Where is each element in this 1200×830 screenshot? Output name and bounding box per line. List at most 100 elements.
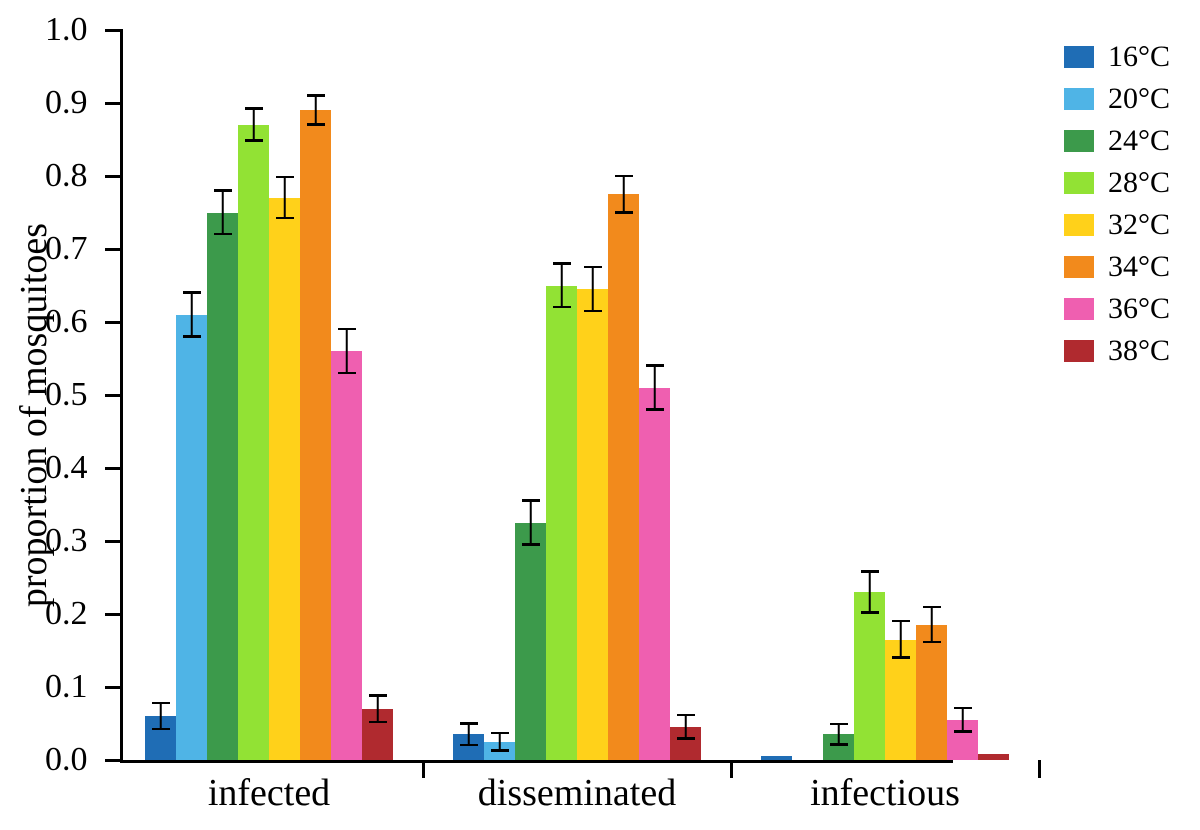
error-cap xyxy=(584,266,602,269)
bar xyxy=(300,110,331,760)
bar xyxy=(639,388,670,760)
error-cap xyxy=(491,749,509,752)
error-cap xyxy=(338,372,356,375)
y-tick-label: 0.0 xyxy=(45,741,111,779)
error-bar xyxy=(930,607,933,642)
error-cap xyxy=(646,408,664,411)
bar xyxy=(916,625,947,760)
y-tick-label: 0.1 xyxy=(45,668,111,706)
error-bar xyxy=(314,96,317,125)
error-bar xyxy=(159,703,162,729)
error-bar xyxy=(837,724,840,744)
y-tick-label: 0.4 xyxy=(45,449,111,487)
bar xyxy=(207,213,238,761)
error-bar xyxy=(221,191,224,235)
legend-label: 16°C xyxy=(1108,40,1170,74)
legend-swatch xyxy=(1064,88,1094,110)
bar xyxy=(546,286,577,761)
legend-label: 32°C xyxy=(1108,208,1170,242)
error-cap xyxy=(152,702,170,705)
error-cap xyxy=(460,722,478,725)
y-tick-label: 0.6 xyxy=(45,303,111,341)
x-category-label: infected xyxy=(208,771,330,815)
x-category-label: disseminated xyxy=(478,771,676,815)
legend-swatch xyxy=(1064,256,1094,278)
legend-item: 32°C xyxy=(1064,208,1170,242)
error-cap xyxy=(830,723,848,726)
x-tick xyxy=(1038,760,1041,778)
y-tick-label: 0.8 xyxy=(45,157,111,195)
error-cap xyxy=(491,732,509,735)
plot-area: 0.00.10.20.30.40.50.60.70.80.91.0infecte… xyxy=(120,30,953,763)
legend-item: 20°C xyxy=(1064,82,1170,116)
error-cap xyxy=(214,233,232,236)
x-category-label: infectious xyxy=(810,771,960,815)
error-cap xyxy=(553,262,571,265)
error-cap xyxy=(954,730,972,733)
legend-item: 38°C xyxy=(1064,334,1170,368)
error-cap xyxy=(830,743,848,746)
error-cap xyxy=(522,499,540,502)
error-cap xyxy=(923,641,941,644)
legend-swatch xyxy=(1064,172,1094,194)
error-cap xyxy=(307,94,325,97)
bar xyxy=(238,125,269,760)
error-cap xyxy=(338,328,356,331)
legend-label: 24°C xyxy=(1108,124,1170,158)
bar xyxy=(331,351,362,760)
bar xyxy=(515,523,546,760)
error-cap xyxy=(460,744,478,747)
error-cap xyxy=(245,139,263,142)
legend-item: 34°C xyxy=(1064,250,1170,284)
bar xyxy=(761,756,792,760)
error-cap xyxy=(861,611,879,614)
error-cap xyxy=(152,728,170,731)
legend-swatch xyxy=(1064,340,1094,362)
error-cap xyxy=(892,656,910,659)
bar xyxy=(577,289,608,760)
error-cap xyxy=(553,306,571,309)
legend-item: 36°C xyxy=(1064,292,1170,326)
error-bar xyxy=(899,621,902,658)
error-cap xyxy=(646,364,664,367)
error-bar xyxy=(560,264,563,308)
error-cap xyxy=(892,620,910,623)
y-tick-label: 0.2 xyxy=(45,595,111,633)
error-cap xyxy=(522,543,540,546)
bar xyxy=(978,754,1009,760)
error-bar xyxy=(345,329,348,373)
error-bar xyxy=(283,177,286,218)
bar xyxy=(854,592,885,760)
y-tick-label: 0.5 xyxy=(45,376,111,414)
error-cap xyxy=(183,335,201,338)
error-cap xyxy=(584,310,602,313)
legend-item: 16°C xyxy=(1064,40,1170,74)
y-tick-label: 1.0 xyxy=(45,11,111,49)
error-cap xyxy=(954,707,972,710)
y-tick-label: 0.3 xyxy=(45,522,111,560)
error-cap xyxy=(183,291,201,294)
legend-label: 36°C xyxy=(1108,292,1170,326)
chart-container: proportion of mosquitoes 0.00.10.20.30.4… xyxy=(0,0,1200,830)
error-cap xyxy=(615,211,633,214)
y-tick-label: 0.9 xyxy=(45,84,111,122)
error-cap xyxy=(245,107,263,110)
legend-swatch xyxy=(1064,130,1094,152)
error-cap xyxy=(923,606,941,609)
error-cap xyxy=(677,714,695,717)
legend-label: 34°C xyxy=(1108,250,1170,284)
error-bar xyxy=(190,293,193,337)
error-bar xyxy=(653,366,656,410)
error-cap xyxy=(214,189,232,192)
error-bar xyxy=(376,696,379,722)
error-bar xyxy=(529,501,532,545)
error-bar xyxy=(467,724,470,746)
x-tick xyxy=(730,760,733,778)
error-cap xyxy=(369,694,387,697)
error-bar xyxy=(252,109,255,141)
legend-swatch xyxy=(1064,46,1094,68)
legend-label: 28°C xyxy=(1108,166,1170,200)
error-bar xyxy=(591,267,594,311)
error-cap xyxy=(369,721,387,724)
error-cap xyxy=(615,175,633,178)
